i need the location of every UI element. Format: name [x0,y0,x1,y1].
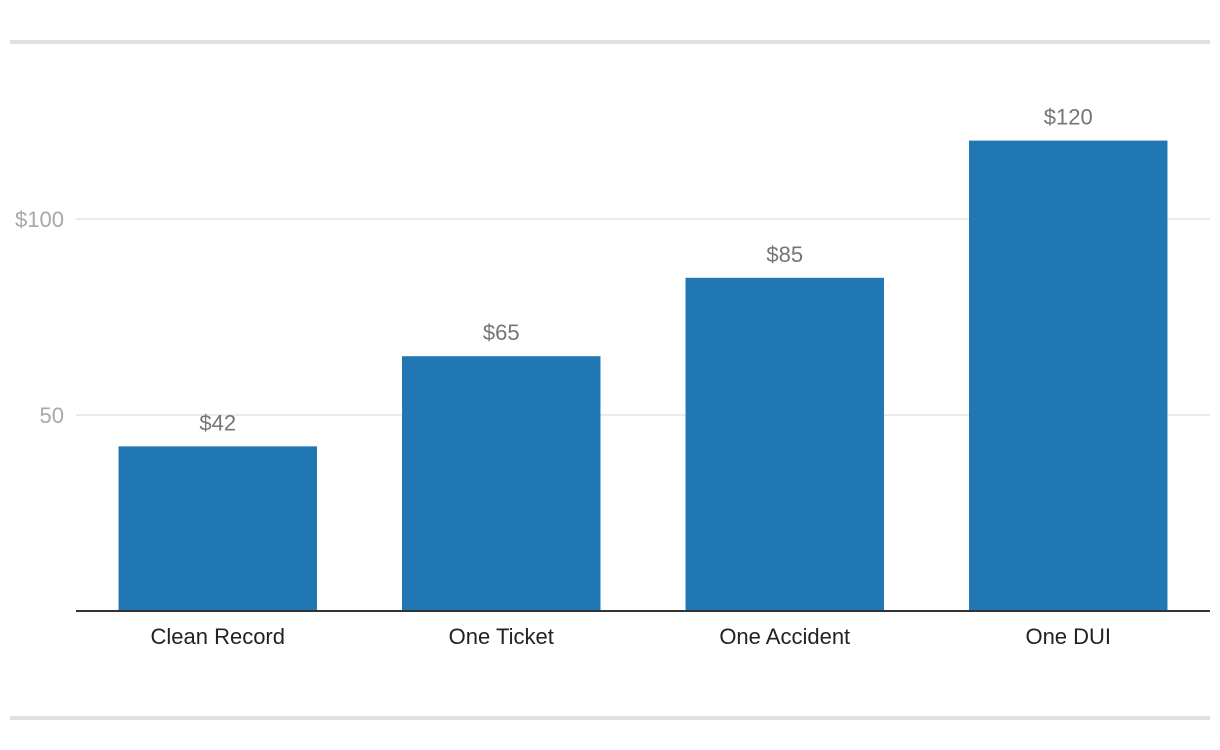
bar-clean-record [118,446,317,611]
bars [118,140,1168,611]
data-label: $65 [483,320,520,345]
data-label: $42 [199,410,236,435]
data-labels: $42 $65 $85 $120 [199,105,1092,436]
top-divider [10,40,1210,44]
x-axis-ticks: Clean Record One Ticket One Accident One DU… [150,624,1111,649]
y-tick-label: $100 [15,207,64,232]
x-tick-label: One Ticket [449,624,554,649]
x-tick-label: Clean Record [150,624,285,649]
y-tick-label: 50 [40,403,64,428]
bar-one-dui [969,140,1168,611]
x-tick-label: One DUI [1025,624,1111,649]
data-label: $85 [766,242,803,267]
x-tick-label: One Accident [719,624,850,649]
bar-one-accident [685,277,884,611]
y-axis-ticks: 50 $100 [15,207,64,428]
bar-one-ticket [402,356,601,611]
bottom-divider [10,716,1210,720]
data-label: $120 [1044,105,1093,130]
